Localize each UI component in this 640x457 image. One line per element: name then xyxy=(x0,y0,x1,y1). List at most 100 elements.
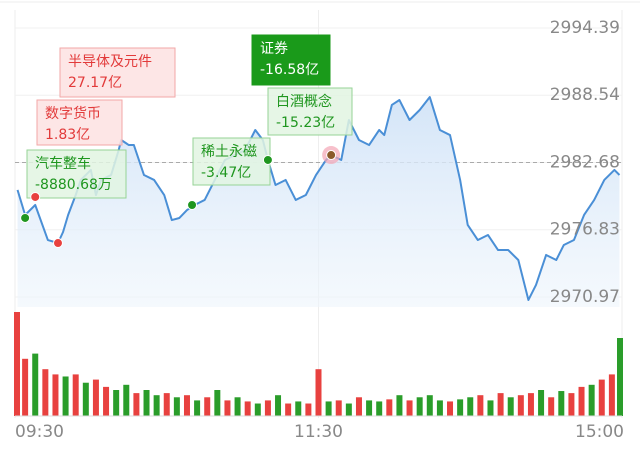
volume-bar xyxy=(457,399,464,416)
volume-bar xyxy=(183,395,190,416)
annotation-box xyxy=(251,34,331,86)
y-tick-label: 2970.97 xyxy=(550,287,620,307)
volume-bar xyxy=(315,369,322,416)
annotation-marker xyxy=(262,154,273,165)
annotation-amount: 1.83亿 xyxy=(45,127,90,143)
annotation-amount: -16.58亿 xyxy=(260,62,319,78)
annotation-name: 证券 xyxy=(260,41,288,57)
volume-bar xyxy=(254,403,261,416)
volume-bar xyxy=(285,403,292,416)
volume-bar xyxy=(92,379,99,416)
volume-bar xyxy=(396,395,403,416)
volume-bar xyxy=(568,393,575,416)
volume-bar xyxy=(295,401,302,416)
volume-bar xyxy=(355,397,362,416)
volume-bar xyxy=(447,401,454,416)
volume-bar xyxy=(558,391,565,416)
annotation: 白酒概念 -15.23亿 xyxy=(267,87,353,136)
volume-bar xyxy=(386,399,393,416)
volume-bar xyxy=(527,393,534,416)
annotation-name: 半导体及元件 xyxy=(68,54,152,70)
volume-bar xyxy=(345,403,352,416)
annotation-amount: -15.23亿 xyxy=(276,115,335,131)
volume-bar xyxy=(416,397,423,416)
volume-bar xyxy=(376,401,383,416)
volume-bar xyxy=(366,400,373,416)
x-tick-label: 11:30 xyxy=(294,422,343,442)
volume-bar xyxy=(507,397,514,416)
volume-bar xyxy=(487,400,494,416)
annotation-amount: 27.17亿 xyxy=(68,75,122,91)
volume-bar xyxy=(173,397,180,416)
x-tick-label: 09:30 xyxy=(15,422,64,442)
volume-bar xyxy=(103,386,110,416)
volume-bar xyxy=(598,379,605,416)
volume-bar xyxy=(325,401,332,416)
volume-bar xyxy=(42,369,49,416)
volume-bar xyxy=(133,393,140,416)
annotation-box xyxy=(267,87,353,136)
volume-bar xyxy=(82,382,89,416)
volume-bar xyxy=(335,400,342,416)
y-tick-label: 2994.39 xyxy=(550,18,620,38)
annotation-name: 白酒概念 xyxy=(276,93,332,110)
annotation-box xyxy=(26,149,127,199)
annotation-name: 稀土永磁 xyxy=(201,144,257,160)
volume-bar xyxy=(275,395,282,416)
volume-bar xyxy=(467,397,474,416)
annotation-name: 汽车整车 xyxy=(35,155,91,172)
annotation-box xyxy=(192,137,271,186)
volume-bar xyxy=(426,395,433,416)
volume-bar xyxy=(14,312,20,416)
volume-bar xyxy=(436,400,443,416)
annotation: 半导体及元件 27.17亿 xyxy=(59,47,176,98)
volume-bar xyxy=(163,393,170,416)
volume-bar xyxy=(22,358,29,416)
annotation: 汽车整车 -8880.68万 xyxy=(26,149,127,199)
y-tick-label: 2982.68 xyxy=(550,153,620,173)
annotation: 稀土永磁 -3.47亿 xyxy=(192,137,271,186)
volume-bar xyxy=(143,390,150,416)
volume-bar xyxy=(497,393,504,416)
annotation-marker xyxy=(326,150,337,161)
volume-bar xyxy=(406,400,413,416)
annotation-box xyxy=(59,47,176,98)
annotation-marker xyxy=(52,238,63,249)
volume-bar xyxy=(608,374,615,416)
volume-bar xyxy=(52,374,59,416)
annotation-box xyxy=(36,99,123,146)
volume-bar xyxy=(32,353,39,416)
volume-bar xyxy=(153,395,160,416)
volume-bar xyxy=(548,397,555,416)
volume-bar xyxy=(244,401,251,416)
annotation: 证券 -16.58亿 xyxy=(251,34,331,86)
volume-bar xyxy=(194,400,201,416)
y-tick-label: 2976.83 xyxy=(550,220,620,240)
volume-bar xyxy=(264,400,271,416)
volume-bar xyxy=(538,390,545,416)
volume-bar xyxy=(72,374,79,416)
volume-bar xyxy=(477,395,484,416)
volume-bar xyxy=(123,384,130,416)
volume-bar xyxy=(305,403,312,416)
volume-bar xyxy=(214,390,221,416)
volume-bar xyxy=(617,338,623,416)
annotation-marker xyxy=(30,191,41,202)
volume-bar xyxy=(224,400,231,416)
volume-bar xyxy=(113,390,120,416)
volume-bar xyxy=(234,397,241,416)
volume-bar xyxy=(588,384,595,416)
x-tick-label: 15:00 xyxy=(575,422,624,442)
y-tick-label: 2988.54 xyxy=(550,85,620,105)
price-area xyxy=(17,97,620,307)
annotation-amount: -3.47亿 xyxy=(201,165,251,181)
volume-bar xyxy=(517,395,524,416)
volume-bar xyxy=(62,376,69,416)
annotation: 数字货币 1.83亿 xyxy=(36,99,123,146)
annotation-marker xyxy=(187,199,198,210)
volume-bar xyxy=(578,386,585,416)
volume-bar xyxy=(204,397,211,416)
annotation-amount: -8880.68万 xyxy=(35,177,112,193)
annotation-name: 数字货币 xyxy=(45,105,101,122)
